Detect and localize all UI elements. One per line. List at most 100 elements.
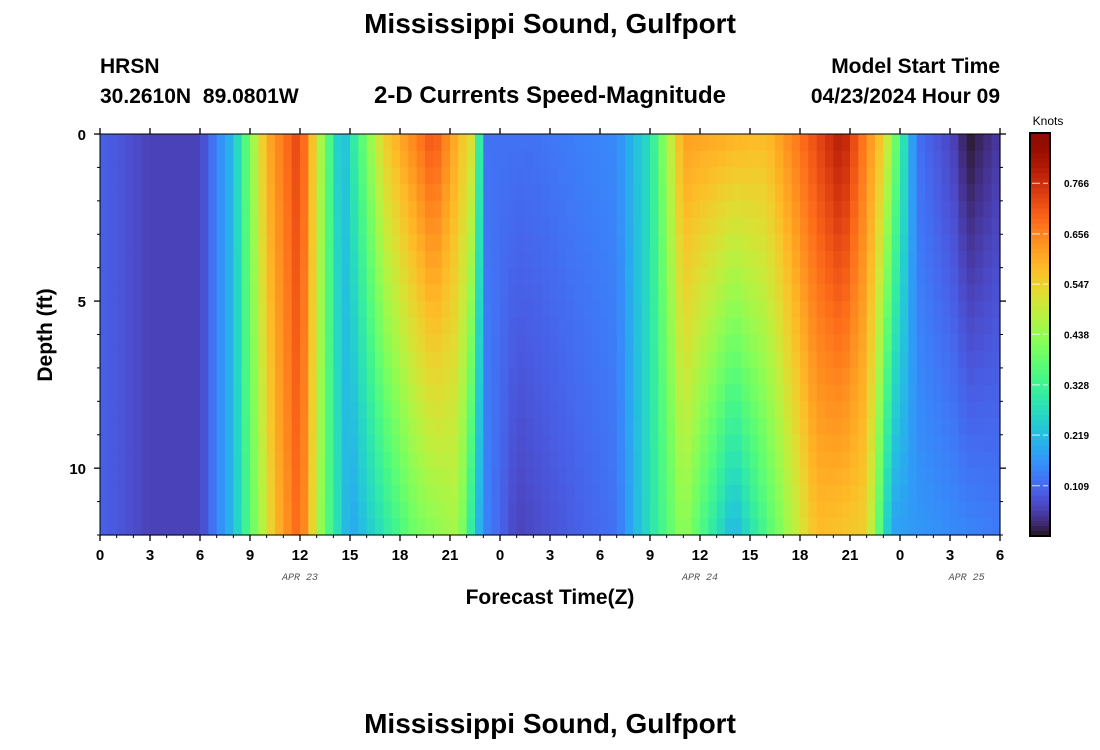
heatmap-cell [983,401,993,419]
heatmap-cell [550,484,559,503]
heatmap-cell [816,434,826,453]
heatmap-cell [700,184,709,202]
heatmap-cell [791,518,801,536]
heatmap-cell [350,501,359,519]
heatmap-cell [950,384,959,402]
heatmap-cell [116,518,126,536]
heatmap-cell [275,134,284,152]
heatmap-cell [108,217,118,235]
heatmap-cell [508,468,518,486]
heatmap-cell [408,384,418,402]
heatmap-cell [516,250,526,269]
heatmap-cell [450,451,459,469]
heatmap-cell [741,451,751,469]
heatmap-cell [633,284,643,302]
heatmap-cell [916,301,926,319]
heatmap-cell [133,317,143,336]
heatmap-cell [716,250,726,269]
heatmap-cell [375,250,384,269]
heatmap-cell [225,200,234,219]
heatmap-cell [566,317,576,336]
heatmap-cell [941,484,951,503]
heatmap-cell [500,250,509,269]
heatmap-cell [391,301,401,319]
heatmap-cell [708,167,718,185]
heatmap-cell [666,150,676,169]
heatmap-cell [291,317,301,336]
heatmap-cell [158,401,168,419]
heatmap-cell [341,217,351,235]
y-tick-label: 5 [78,294,86,311]
heatmap-cell [883,284,893,302]
heatmap-cell [241,501,251,519]
heatmap-cell [575,418,584,436]
colorbar-swatch [1030,359,1050,366]
heatmap-cell [116,384,126,402]
heatmap-cell [800,334,809,352]
heatmap-cell [716,134,726,152]
heatmap-cell [666,418,676,436]
heatmap-cell [266,401,276,419]
heatmap-cell [591,334,601,352]
heatmap-cell [558,301,568,319]
heatmap-cell [458,501,468,519]
heatmap-cell [458,484,468,503]
heatmap-cell [883,317,893,336]
heatmap-cell [308,451,318,469]
heatmap-cell [316,518,326,536]
heatmap-cell [241,150,251,169]
heatmap-cell [891,284,901,302]
heatmap-cell [991,401,1001,419]
heatmap-cell [533,234,543,252]
heatmap-cell [775,134,784,152]
heatmap-cell [766,267,776,285]
heatmap-cell [475,401,484,419]
heatmap-cell [950,401,959,419]
heatmap-cell [766,451,776,469]
heatmap-cell [191,250,201,269]
heatmap-cell [966,200,976,219]
heatmap-cell [808,434,818,453]
colorbar-swatch [1030,420,1050,426]
heatmap-cell [791,200,801,219]
heatmap-cell [600,284,609,302]
heatmap-cell [925,484,934,503]
heatmap-cell [166,418,176,436]
heatmap-cell [250,250,259,269]
heatmap-cell [683,301,693,319]
heatmap-cell [633,367,643,386]
heatmap-cell [783,184,793,202]
heatmap-cell [966,301,976,319]
heatmap-cell [441,418,451,436]
heatmap-cell [908,234,918,252]
heatmap-cell [966,150,976,169]
heatmap-cell [291,418,301,436]
heatmap-cell [558,468,568,486]
heatmap-cell [758,484,768,503]
heatmap-cell [466,434,476,453]
heatmap-cell [383,468,393,486]
colorbar-swatch [1030,253,1050,260]
heatmap-cell [441,451,451,469]
heatmap-cell [100,451,109,469]
heatmap-cell [666,317,676,336]
heatmap-cell [358,351,368,369]
heatmap-cell [500,501,509,519]
heatmap-cell [225,468,234,486]
heatmap-cell [366,418,376,436]
heatmap-cell [591,518,601,536]
heatmap-cell [900,334,909,352]
heatmap-cell [691,384,701,402]
heatmap-cell [925,434,934,453]
heatmap-cell [600,401,609,419]
heatmap-cell [583,250,593,269]
heatmap-cell [591,134,601,152]
heatmap-cell [566,418,576,436]
heatmap-cell [133,367,143,386]
heatmap-cell [233,518,243,536]
heatmap-cell [766,217,776,235]
heatmap-cell [933,217,943,235]
heatmap-cell [333,434,343,453]
heatmap-cell [125,134,134,152]
heatmap-cell [841,317,851,336]
